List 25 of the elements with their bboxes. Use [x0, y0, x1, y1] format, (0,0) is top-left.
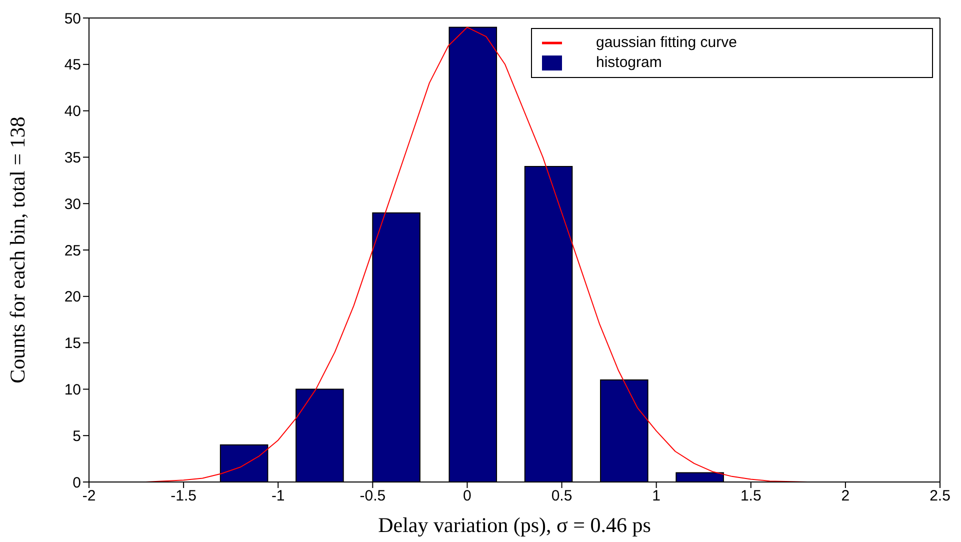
y-axis-title: Counts for each bin, total = 138: [5, 116, 30, 384]
x-axis-title: Delay variation (ps), σ = 0.46 ps: [378, 513, 651, 537]
x-tick-label: 1.5: [740, 488, 762, 505]
y-tick-label: 35: [64, 150, 81, 167]
y-tick-label: 30: [64, 196, 81, 213]
legend-label: gaussian fitting curve: [596, 34, 737, 51]
x-tick-label: 2.5: [930, 488, 950, 505]
y-tick-label: 15: [64, 335, 81, 352]
legend-label: histogram: [596, 54, 662, 71]
y-tick-label: 40: [64, 103, 81, 120]
x-tick-label: 1: [652, 488, 661, 505]
x-tick-label: -0.5: [360, 488, 386, 505]
x-tick-label: 2: [841, 488, 850, 505]
x-tick-label: -2: [82, 488, 96, 505]
y-tick-label: 50: [64, 10, 81, 28]
y-tick-label: 20: [64, 288, 81, 306]
x-tick-label: -1: [271, 488, 285, 505]
x-tick-label: 0.5: [551, 488, 572, 505]
y-tick-label: 5: [72, 428, 81, 445]
y-tick-label: 25: [64, 242, 81, 260]
x-tick-label: 0: [463, 488, 472, 505]
x-tick-label: -1.5: [170, 488, 196, 505]
y-tick-label: 0: [72, 474, 81, 492]
y-tick-label: 10: [64, 382, 81, 399]
y-tick-label: 45: [64, 56, 81, 74]
